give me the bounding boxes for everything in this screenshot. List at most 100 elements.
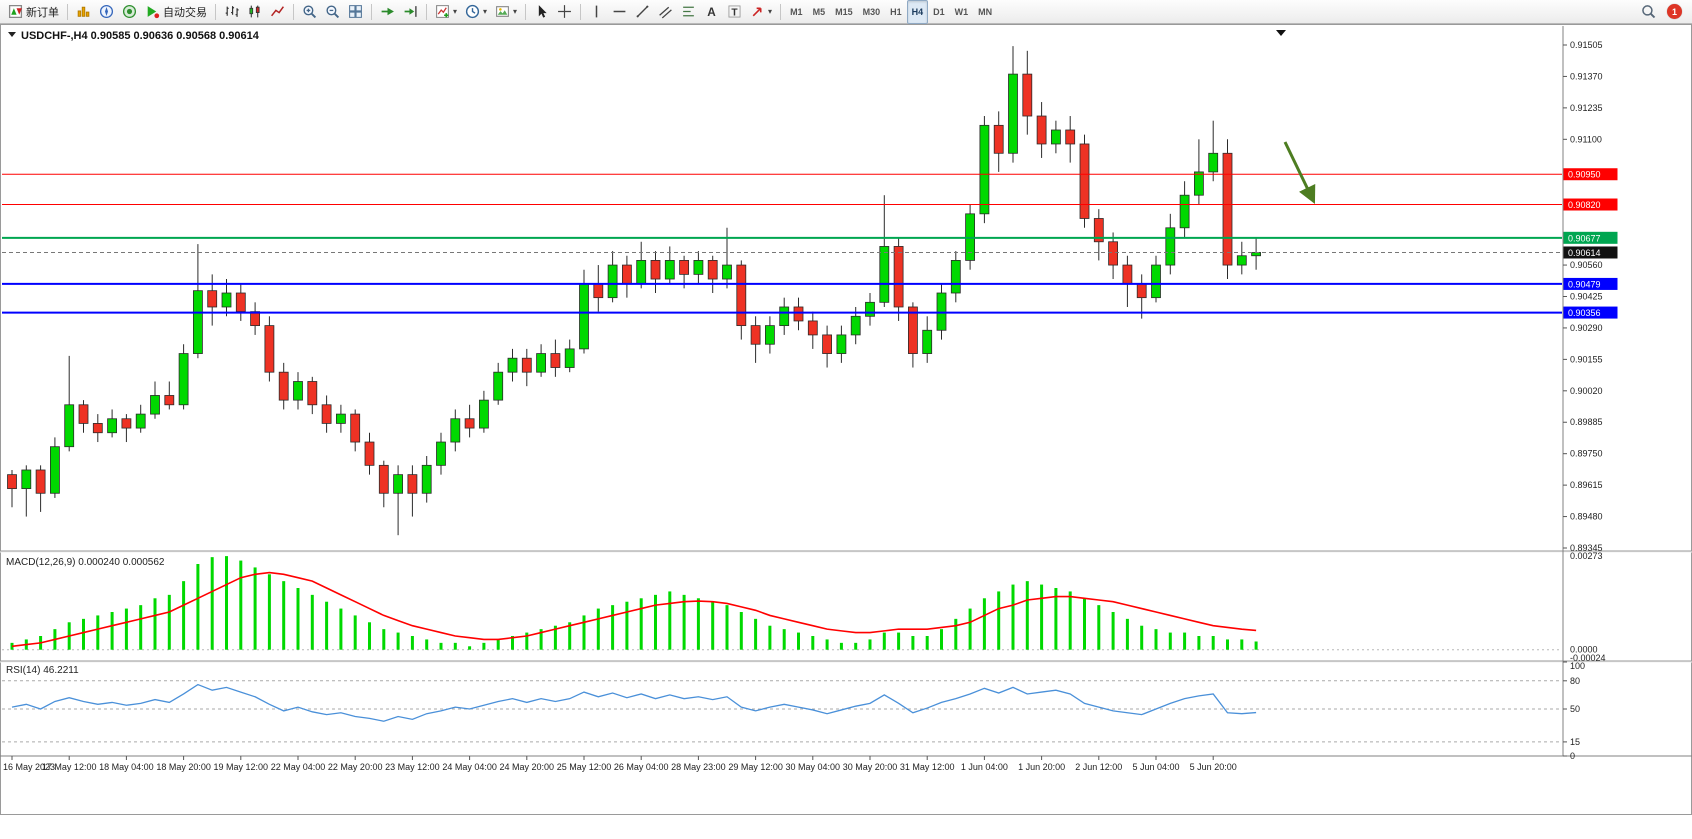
hline-price-tag-box bbox=[1563, 198, 1618, 211]
new-order-button[interactable]: 新订单 bbox=[4, 0, 63, 24]
bar-chart-button[interactable] bbox=[220, 0, 243, 24]
candle-up bbox=[922, 329, 933, 354]
macd-scale-label: 0.0000 bbox=[1570, 645, 1598, 655]
arrow-objects-icon bbox=[752, 7, 762, 17]
macd-histogram-bar bbox=[925, 636, 929, 650]
timeframe-mn-button[interactable]: MN bbox=[973, 0, 997, 24]
toolbar-groups: 新订单 自动交易 ▾ ▾ ▾ A T ▾ M1 M5 M15 M30 H1 H4 D1 W1 MN bbox=[4, 0, 997, 24]
price-tick-label: 0.89750 bbox=[1570, 449, 1603, 459]
timeframe-m30-button[interactable]: M30 bbox=[858, 0, 886, 24]
macd-histogram-bar bbox=[911, 636, 915, 650]
auto-scroll-button[interactable] bbox=[376, 0, 399, 24]
timeframe-h4-button[interactable]: H4 bbox=[906, 0, 929, 24]
candle-down bbox=[35, 469, 46, 494]
text-label-button[interactable]: T bbox=[723, 0, 746, 24]
tile-windows-icon bbox=[349, 5, 362, 18]
macd-histogram-bar bbox=[139, 605, 143, 650]
candle-down bbox=[307, 381, 318, 406]
macd-histogram-bar bbox=[1054, 588, 1058, 650]
chart-plot-area[interactable] bbox=[2, 26, 1562, 550]
candle-up bbox=[21, 469, 32, 490]
candle-down bbox=[993, 124, 1004, 154]
vertical-line-button[interactable] bbox=[585, 0, 608, 24]
candle-up bbox=[779, 306, 790, 327]
hline-price-tag-box bbox=[1563, 277, 1618, 290]
trendline-button[interactable] bbox=[631, 0, 654, 24]
candle-up bbox=[664, 260, 675, 280]
macd-histogram-bar bbox=[797, 632, 800, 650]
timeframe-m15-button[interactable]: M15 bbox=[830, 0, 858, 24]
price-tick-label: 0.90155 bbox=[1570, 354, 1603, 364]
macd-histogram-bar bbox=[225, 556, 228, 650]
toolbar-separator bbox=[67, 3, 68, 20]
market-watch-icon bbox=[77, 6, 90, 17]
templates-button[interactable]: ▾ bbox=[491, 0, 521, 24]
equidistant-channel-button[interactable] bbox=[654, 0, 677, 24]
candlestick-chart-icon bbox=[249, 5, 260, 18]
candle-up bbox=[221, 292, 232, 308]
candle-down bbox=[1036, 115, 1047, 145]
macd-histogram-bar bbox=[1183, 632, 1187, 650]
candle-up bbox=[850, 315, 861, 336]
candle-up bbox=[1151, 264, 1161, 299]
macd-pane[interactable] bbox=[2, 552, 1562, 660]
macd-scale-label: -0.00024 bbox=[1570, 653, 1606, 663]
fibonacci-retracement-button[interactable] bbox=[677, 0, 700, 24]
macd-histogram-bar bbox=[210, 557, 214, 650]
timeframe-m5-button[interactable]: M5 bbox=[808, 0, 831, 24]
macd-histogram-bar bbox=[582, 615, 586, 650]
candle-up bbox=[178, 353, 189, 406]
candle-up bbox=[1208, 152, 1219, 173]
macd-histogram-bar bbox=[868, 639, 872, 650]
candlestick-chart-button[interactable] bbox=[243, 0, 266, 24]
timeframe-d1-button[interactable]: D1 bbox=[928, 0, 950, 24]
toolbar-separator bbox=[215, 3, 216, 20]
text-button[interactable]: A bbox=[700, 0, 723, 24]
macd-histogram-bar bbox=[897, 632, 901, 650]
hline-price-tag-text: 0.90356 bbox=[1568, 308, 1601, 318]
arrow-annotation[interactable] bbox=[1283, 141, 1316, 205]
market-watch-button[interactable] bbox=[72, 0, 95, 24]
arrow-objects-button[interactable]: ▾ bbox=[746, 0, 776, 24]
chart-shift-button[interactable] bbox=[399, 0, 422, 24]
macd-histogram-bar bbox=[425, 639, 429, 650]
timeframe-h1-button[interactable]: H1 bbox=[885, 0, 907, 24]
line-chart-button[interactable] bbox=[266, 0, 289, 24]
time-axis-label: 1 Jun 04:00 bbox=[961, 762, 1008, 772]
cursor-button[interactable] bbox=[530, 0, 553, 24]
timeframe-w1-button[interactable]: W1 bbox=[950, 0, 974, 24]
chart-window[interactable]: 0.91505 0.91370 0.91235 0.91100 0.90560 0.904… bbox=[0, 24, 1692, 839]
timeframe-mn-label: MN bbox=[978, 6, 993, 17]
crosshair-button[interactable] bbox=[553, 0, 576, 24]
periods-icon bbox=[465, 4, 480, 19]
symbol-dropdown-icon[interactable] bbox=[8, 32, 16, 37]
chart-shift-marker-icon[interactable] bbox=[1276, 30, 1286, 36]
candle-up bbox=[436, 441, 446, 466]
search-button[interactable] bbox=[1637, 0, 1660, 24]
terminal-button[interactable] bbox=[118, 0, 141, 24]
candle-down bbox=[593, 283, 604, 299]
notifications-badge[interactable]: 1 bbox=[1667, 4, 1682, 19]
candle-down bbox=[121, 418, 132, 429]
horizontal-line-button[interactable] bbox=[608, 0, 631, 24]
timeframe-m1-button[interactable]: M1 bbox=[785, 0, 808, 24]
macd-histogram-bar bbox=[854, 642, 858, 650]
indicators-button[interactable]: ▾ bbox=[431, 0, 461, 24]
rsi-scale-label: 80 bbox=[1570, 676, 1580, 686]
macd-histogram-bar bbox=[439, 642, 443, 650]
time-axis-label: 22 May 04:00 bbox=[271, 762, 326, 772]
macd-histogram-bar bbox=[1254, 641, 1258, 650]
trendline-icon bbox=[636, 5, 649, 18]
candle-down bbox=[1122, 264, 1133, 285]
periods-button[interactable]: ▾ bbox=[461, 0, 491, 24]
macd-histogram-bar bbox=[124, 608, 128, 650]
periods-dropdown-icon: ▾ bbox=[483, 6, 488, 16]
navigator-button[interactable] bbox=[95, 0, 118, 24]
zoom-out-button[interactable] bbox=[321, 0, 344, 24]
zoom-in-button[interactable] bbox=[298, 0, 321, 24]
auto-trading-button[interactable]: 自动交易 bbox=[141, 0, 211, 24]
time-axis-label: 30 May 04:00 bbox=[786, 762, 841, 772]
macd-histogram-bar bbox=[267, 574, 271, 650]
tile-windows-button[interactable] bbox=[344, 0, 367, 24]
chart-shift-icon bbox=[404, 6, 417, 17]
